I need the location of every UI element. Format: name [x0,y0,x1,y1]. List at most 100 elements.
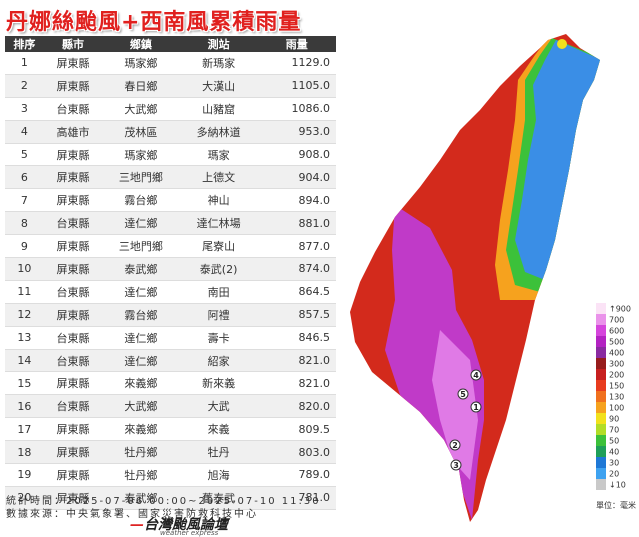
table-cell: 821.0 [257,349,336,373]
table-cell: 874.0 [257,257,336,281]
table-row: 12 屏東縣 霧台鄉 阿禮 857.5 [5,303,336,327]
title: 丹娜絲颱風+西南風累積雨量 [6,10,302,35]
column-header: 排序 [5,36,44,52]
purple-area [385,205,484,520]
table-cell: 多納林道 [179,120,258,144]
legend-swatch [596,303,606,314]
logo: —台灣颱風論壇 [130,517,228,533]
table-cell: 19 [5,463,44,487]
table-cell: 881.0 [257,211,336,236]
table-cell: 13 [5,326,44,350]
legend-swatch [596,325,606,336]
table-cell: 旭海 [179,463,258,487]
base-rain [350,34,600,522]
legend-label: 400 [609,349,624,358]
table-cell: 阿禮 [179,303,258,327]
table-cell: 1105.0 [257,74,336,98]
column-header: 測站 [179,36,258,52]
table-cell: 台東縣 [43,349,103,373]
table-cell: 12 [5,303,44,327]
table-cell: 山豬窟 [179,97,258,121]
table-cell: 908.0 [257,143,336,167]
table-cell: 台東縣 [43,211,103,236]
table-row: 5 屏東縣 瑪家鄉 瑪家 908.0 [5,143,336,167]
table-cell: 877.0 [257,234,336,259]
legend-label: 700 [609,316,624,325]
legend-label: 20 [609,470,619,479]
table-cell: 達仁鄉 [102,280,180,304]
table-cell: 904.0 [257,165,336,190]
table-cell: 達仁林場 [179,211,258,236]
table-cell: 1086.0 [257,97,336,121]
table-cell: 789.0 [257,463,336,487]
table-row: 4 高雄市 茂林區 多納林道 953.0 [5,120,336,144]
legend-label: 50 [609,437,619,446]
table-cell: 瑪家鄉 [102,143,180,167]
table-cell: 894.0 [257,188,336,213]
legend-label: 130 [609,393,624,402]
column-header: 鄉鎮 [102,36,180,52]
table-cell: 泰武鄉 [102,486,180,510]
legend-unit: 單位：毫米 [596,500,636,510]
table-cell: 泰武鄉 [102,257,180,281]
table-cell: 9 [5,234,44,259]
table-row: 19 屏東縣 牡丹鄉 旭海 789.0 [5,463,336,487]
table-cell: 846.5 [257,326,336,350]
table-cell: 紹家 [179,349,258,373]
marker-label: 5 [460,390,466,399]
table-cell: 霧台鄉 [102,188,180,213]
legend-swatch [596,347,606,358]
table-cell: 屏東縣 [43,371,103,396]
table-cell: 14 [5,349,44,373]
legend-label: ↓10 [609,481,626,490]
table-cell: 2 [5,74,44,98]
blue-area [515,40,600,280]
table-cell: 春日鄉 [102,74,180,98]
table-cell: 屏東縣 [43,143,103,167]
table-cell: 來義鄉 [102,371,180,396]
legend-swatch [596,369,606,380]
legend-label: 200 [609,371,624,380]
table-cell: 屏東縣 [43,74,103,98]
table-cell: 屏東縣 [43,257,103,281]
legend-label: 70 [609,426,619,435]
table-row: 17 屏東縣 來義鄉 來義 809.5 [5,417,336,442]
period: 統計時間：2025-07-06 00:00~2025-07-10 11:30 [6,496,321,507]
table-cell: 屏東縣 [43,188,103,213]
table-cell: 953.0 [257,120,336,144]
legend-swatch [596,457,606,468]
yellow-band [495,38,600,300]
table-cell: 台東縣 [43,280,103,304]
table-cell: 新瑪家 [179,52,258,75]
table-cell: 壽卡 [179,326,258,350]
table-cell: 屏東縣 [43,303,103,327]
table-row: 7 屏東縣 霧台鄉 神山 894.0 [5,188,336,213]
table-cell: 上德文 [179,165,258,190]
table-cell: 屏東縣 [43,234,103,259]
table-row: 1 屏東縣 瑪家鄉 新瑪家 1129.0 [5,52,336,75]
table-cell: 霧台鄉 [102,303,180,327]
table-cell: 達仁鄉 [102,326,180,350]
rain-table: 排序 縣市 鄉鎮 測站 雨量 1 屏東縣 瑪家鄉 新瑪家 1129.0 2 屏東縣 春日鄉 大漢山 1105… [5,36,336,510]
table-cell: 大武鄉 [102,394,180,419]
table-cell: 821.0 [257,371,336,396]
table-cell: 來義鄉 [102,417,180,442]
table-cell: 南田 [179,280,258,304]
table-row: 18 屏東縣 牡丹鄉 牡丹 803.0 [5,440,336,465]
table-cell: 809.5 [257,417,336,442]
markers: 4 51 2 3 [449,369,482,471]
table-cell: 屏東縣 [43,52,103,75]
pink-area [432,330,478,480]
legend-label: 100 [609,404,624,413]
table-cell: 11 [5,280,44,304]
marker [470,401,482,413]
table-row: 15 屏東縣 來義鄉 新來義 821.0 [5,371,336,396]
table-cell: 神山 [179,188,258,213]
marker-label: 2 [452,441,458,450]
table-cell: 泰武(2) [179,257,258,281]
legend-label: 150 [609,382,624,391]
table-cell: 台東縣 [43,326,103,350]
table-cell: 大漢山 [179,74,258,98]
legend-swatch [596,413,606,424]
